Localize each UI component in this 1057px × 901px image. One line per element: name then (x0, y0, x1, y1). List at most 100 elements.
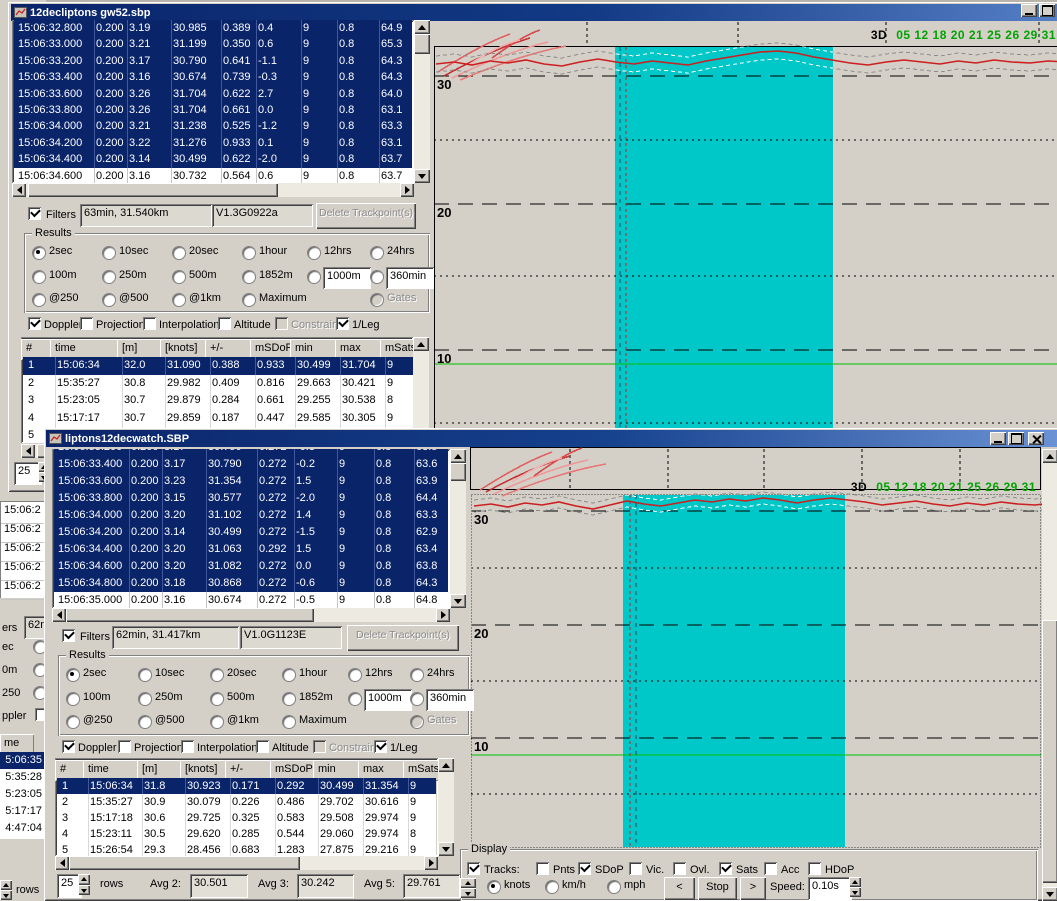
checkbox-Interpolation[interactable] (181, 740, 194, 753)
w2-rows-spin-down-button[interactable] (78, 885, 90, 895)
radio-20sec[interactable] (172, 246, 186, 260)
radio-2sec[interactable] (32, 246, 46, 260)
table-row[interactable]: 15:06:2 (1, 539, 44, 562)
radio-100m[interactable] (32, 270, 46, 284)
column-header[interactable]: [m] (117, 339, 164, 360)
table-row[interactable]: 5 15:26:54 29.3 28.456 0.683 1.283 27.875 29.21… (57, 842, 436, 856)
w2-delete-trackpoints-button[interactable]: Delete Trackpoint(s) (347, 625, 459, 651)
w2-speed-graph[interactable]: 30 20 10 (468, 447, 1057, 901)
checkbox-Doppler[interactable] (62, 739, 75, 753)
table-row[interactable]: 15:06:34.000 0.200 3.20 31.102 0.272 1.4 9 0.8 6… (54, 507, 448, 524)
radio-1000m[interactable] (348, 692, 362, 706)
radio-360min[interactable] (410, 692, 424, 706)
w2-maximize-button[interactable] (1008, 432, 1024, 445)
column-header[interactable]: [m] (137, 760, 184, 781)
radio-360min[interactable] (370, 270, 384, 284)
checkbox-Tracks:[interactable] (467, 861, 480, 875)
column-header[interactable]: [knots] (180, 760, 229, 781)
w2-minimize-button[interactable] (990, 432, 1006, 445)
bg-spin-up-button[interactable] (0, 880, 12, 890)
w2-close-button[interactable] (1028, 432, 1044, 445)
radio-Maximum[interactable] (242, 293, 256, 307)
table-row[interactable]: 15:06:34.200 0.200 3.14 30.499 0.272 -1.5 9 0.8… (54, 524, 448, 541)
w2-graph-spin-down-button[interactable] (460, 888, 476, 898)
radio-10sec[interactable] (138, 668, 152, 682)
radio-500m[interactable] (172, 270, 186, 284)
table-row[interactable]: 15:06:32.800 0.200 3.19 30.985 0.389 0.4 9 0.8 6… (14, 20, 412, 37)
w1-data-hscrollbar-left-button[interactable] (12, 183, 26, 197)
w1-data-hscrollbar-right-button[interactable] (400, 183, 414, 197)
column-header[interactable]: mSDoP (250, 339, 294, 360)
table-row[interactable]: 15:06:33.2000.2003.1730.7500.272-0.390.8… (54, 449, 448, 456)
table-row[interactable]: 1 15:06:34 32.0 31.090 0.388 0.933 30.499 31.70… (23, 357, 413, 375)
checkbox-Sats[interactable] (719, 861, 732, 875)
w2-stop-button[interactable]: Stop (698, 877, 737, 900)
w1-data-vscrollbar-up-button[interactable] (414, 20, 430, 34)
w2-graph-spin-up-button[interactable] (460, 878, 476, 888)
w2-speed-spin-up-button[interactable] (849, 877, 861, 887)
checkbox-Vic.[interactable] (629, 862, 642, 875)
table-row[interactable]: 5:06:35 (0, 752, 44, 771)
table-row[interactable]: 4:47:04 (0, 820, 44, 839)
radio-Gates[interactable] (370, 293, 384, 307)
w2-speed-field[interactable]: 0.10s (808, 877, 852, 900)
w1-filters-checkbox[interactable] (28, 206, 41, 220)
radio-@1km[interactable] (172, 293, 186, 307)
radio-1hour[interactable] (242, 246, 256, 260)
radio-@500[interactable] (102, 293, 116, 307)
radio-1000m[interactable] (307, 270, 321, 284)
table-row[interactable]: 15:06:34.600 0.200 3.16 30.732 0.564 0.6 9 0.8 6… (14, 167, 412, 183)
radio-20sec[interactable] (210, 668, 224, 682)
w2-rows-count-field[interactable]: 25 (57, 874, 82, 898)
radio-edit-1000m[interactable]: 1000m (364, 689, 412, 711)
w1-delete-trackpoints-button[interactable]: Delete Trackpoint(s) (316, 203, 416, 229)
radio-1hour[interactable] (282, 668, 296, 682)
w2-speed-spin-down-button[interactable] (849, 887, 861, 897)
table-row[interactable]: 15:06:33.600 0.200 3.26 31.704 0.622 2.7 9 0.8 6… (14, 85, 412, 102)
checkbox-Projection[interactable] (118, 740, 131, 753)
table-row[interactable]: 4 15:23:11 30.5 29.620 0.285 0.544 29.060 29.97… (57, 826, 436, 842)
w2-titlebar[interactable]: liptons12decwatch.SBP (46, 430, 1057, 447)
w2-main-vscrollbar-thumb[interactable] (1042, 620, 1057, 883)
bg-time-rows[interactable]: 15:06:2 15:06:2 15:06:2 15:06:2 15:06:2 (0, 501, 44, 600)
column-header[interactable]: mSats (403, 760, 438, 781)
column-header[interactable]: max (358, 760, 407, 781)
checkbox-Projection[interactable] (80, 317, 93, 330)
w2-data-vscrollbar[interactable] (450, 449, 466, 608)
checkbox-HDoP[interactable] (808, 862, 821, 875)
radio-Gates[interactable] (410, 715, 424, 729)
w2-results-hscrollbar-right-button[interactable] (424, 856, 438, 870)
radio-edit-1000m[interactable]: 1000m (323, 267, 371, 289)
radio-mph[interactable] (607, 880, 621, 894)
bg-results-rows[interactable]: 5:06:35 5:35:28 5:23:05 5:17:17 4:47:04 (0, 752, 44, 839)
table-row[interactable]: 15:06:34.200 0.200 3.22 31.276 0.933 0.1 9 0.8 6… (14, 134, 412, 152)
column-header[interactable]: [knots] (160, 339, 209, 360)
column-header[interactable]: # (55, 760, 87, 781)
w2-main-vscrollbar-down-button[interactable] (1042, 887, 1057, 901)
column-header[interactable]: mSats (380, 339, 413, 360)
w2-results-vscrollbar-down-button[interactable] (438, 842, 454, 856)
checkbox-1/Leg[interactable] (336, 316, 349, 330)
table-row[interactable]: 15:06:33.200 0.200 3.17 30.790 0.641 -1.1 9 0.8… (14, 52, 412, 70)
w2-filter-summary-field[interactable]: 62min, 31.417km (112, 626, 239, 649)
table-row[interactable]: 3 15:23:05 30.7 29.879 0.284 0.661 29.255 30.53… (23, 392, 413, 410)
w2-results-hscrollbar-left-button[interactable] (55, 856, 69, 870)
table-row[interactable]: 15:06:2 (1, 520, 44, 543)
column-header[interactable]: mSDoP (270, 760, 317, 781)
radio-12hrs[interactable] (307, 246, 321, 260)
w2-data-table[interactable]: 15:06:33.2000.2003.1730.7500.272-0.390.8… (52, 449, 450, 608)
w2-prev-button[interactable]: < (664, 877, 695, 900)
w1-filter-summary-field[interactable]: 63min, 31.540km (80, 204, 212, 227)
table-row[interactable]: 5:17:17 (0, 803, 44, 822)
checkbox-Pnts[interactable] (536, 862, 549, 875)
checkbox-Constrain[interactable] (275, 317, 288, 330)
table-row[interactable]: 15:06:33.800 0.200 3.15 30.577 0.272 -2.0 9 0.8… (54, 490, 448, 507)
table-row[interactable]: 3 15:17:18 30.6 29.725 0.325 0.583 29.508 29.97… (57, 810, 436, 826)
table-row[interactable]: 15:06:34.800 0.200 3.18 30.868 0.272 -0.6 9 0.8… (54, 575, 448, 592)
column-header[interactable]: time (50, 339, 121, 360)
table-row[interactable]: 15:06:34.000 0.200 3.21 31.238 0.525 -1.2 9 0.8… (14, 118, 412, 135)
radio-500m[interactable] (210, 692, 224, 706)
checkbox-Ovl.[interactable] (673, 862, 686, 875)
w1-maximize-button[interactable] (1039, 4, 1055, 17)
w1-minimize-button[interactable] (1021, 4, 1037, 17)
